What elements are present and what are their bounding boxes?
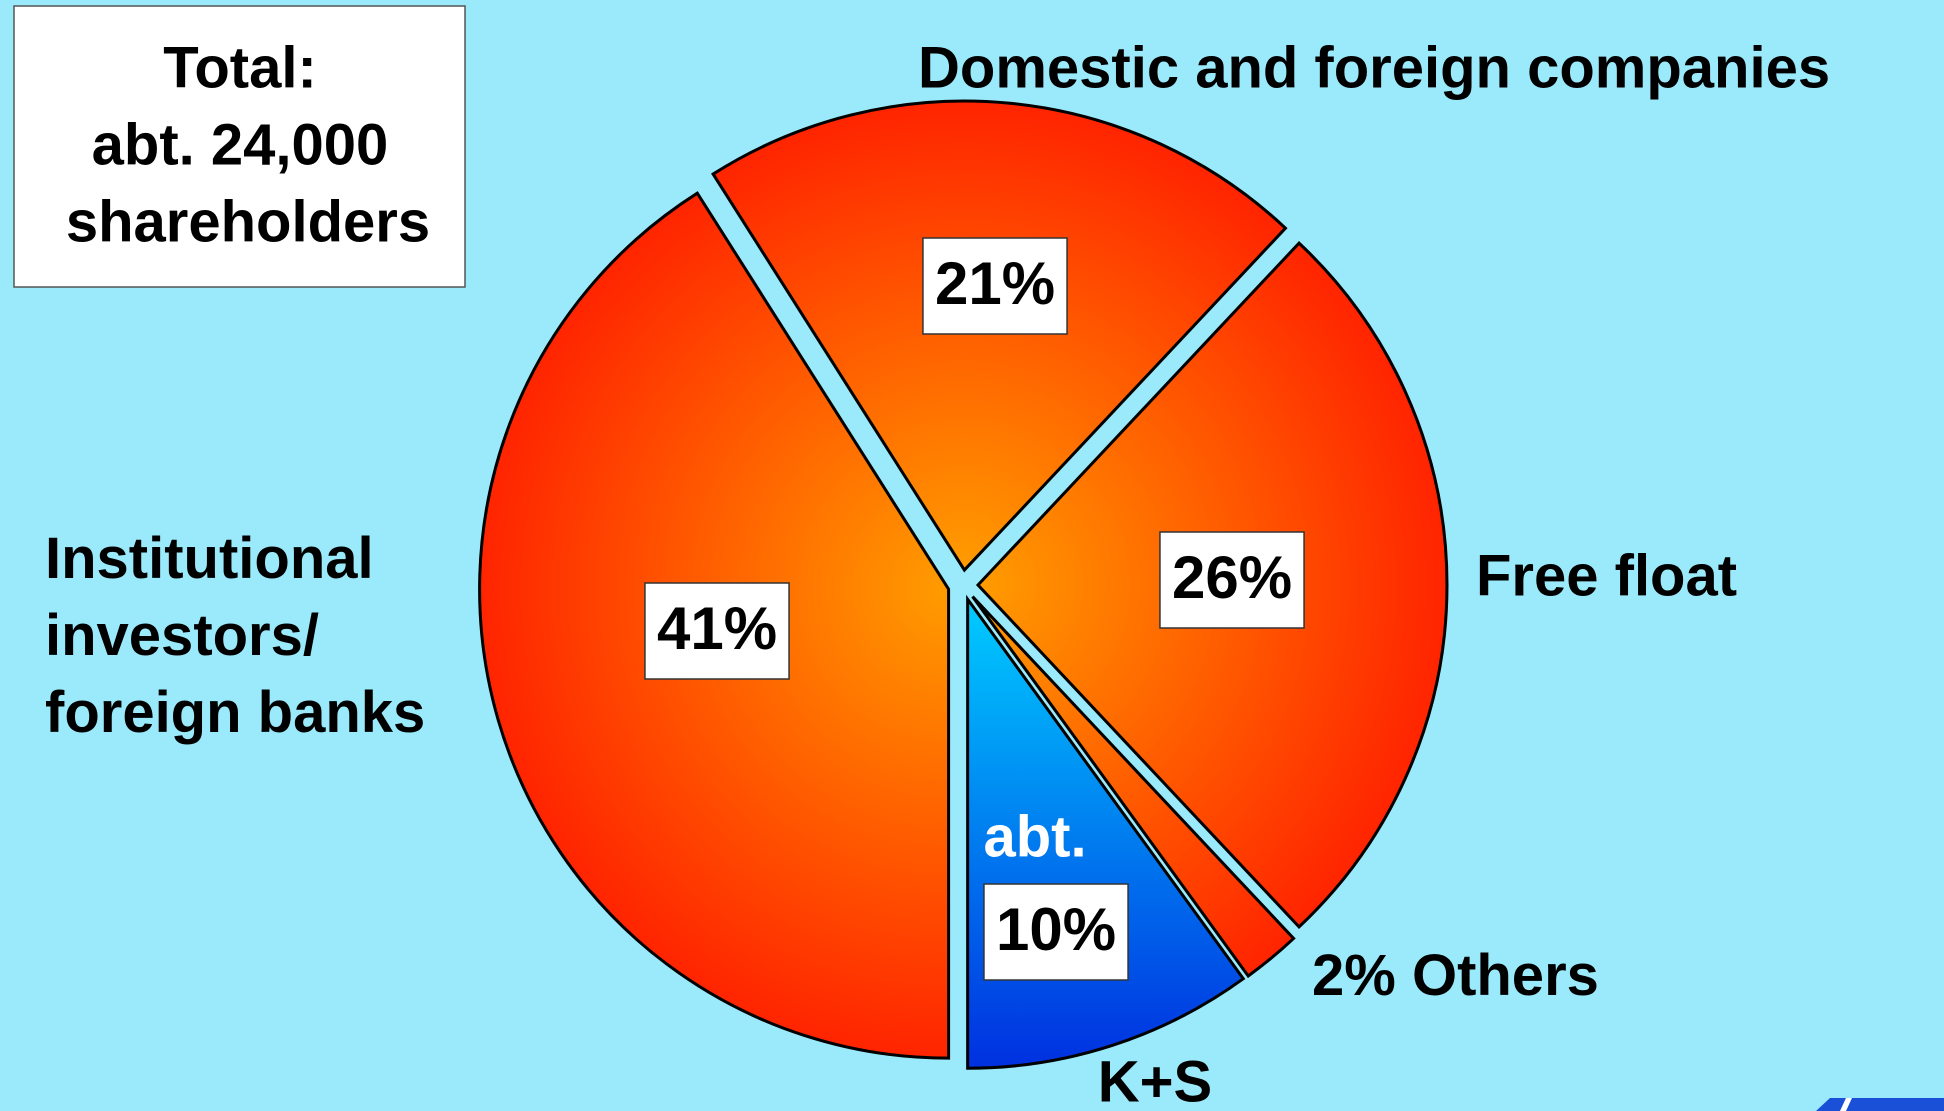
annotation: abt.: [983, 804, 1086, 869]
title-line: shareholders: [66, 189, 430, 254]
category-label: Others: [1412, 943, 1599, 1008]
value-label: 21%: [935, 250, 1055, 317]
logo-fragment: [1840, 1098, 1852, 1111]
category-label: 2% Others: [1312, 943, 1599, 1008]
category-label: K+S: [1098, 1049, 1212, 1111]
total-box: [13, 5, 466, 288]
category-label: Domestic and foreign companies: [918, 35, 1830, 100]
pie-slice: [711, 99, 1288, 573]
value-label: 2%: [1312, 943, 1396, 1008]
category-label: Free float: [1476, 543, 1737, 608]
value-label-box: [1159, 531, 1305, 629]
logo-fragment: [1816, 1098, 1944, 1111]
value-label-box: [983, 883, 1129, 981]
pie-slice: [971, 595, 1296, 979]
title-line: abt. 24,000: [92, 112, 389, 177]
value-label: 41%: [657, 595, 777, 662]
value-label-box: [644, 582, 790, 680]
category-label: Institutional investors/ foreign banks: [45, 526, 426, 745]
value-label: 10%: [996, 896, 1116, 963]
value-label: 26%: [1172, 544, 1292, 611]
value-label-box: [922, 237, 1068, 335]
title-line: Total:: [163, 35, 317, 100]
